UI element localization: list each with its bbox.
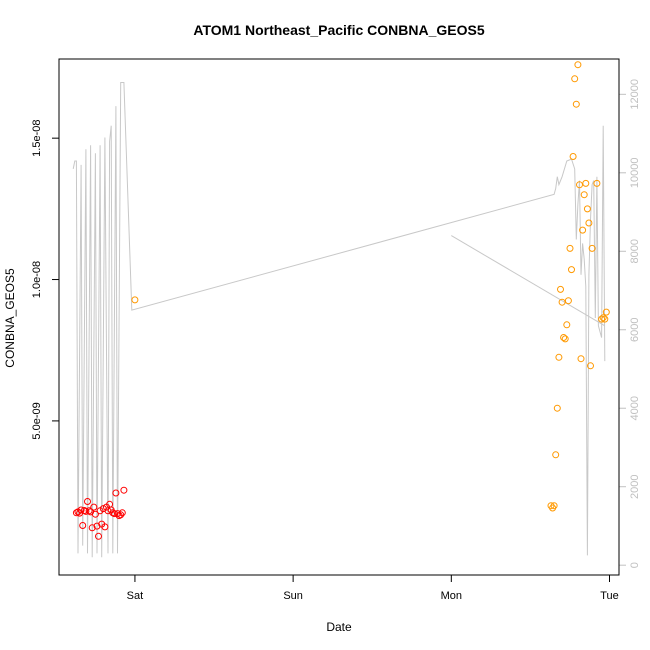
y-axis-label: CONBNA_GEOS5 [3,268,17,368]
series-1-point [599,314,607,322]
series-0-point [77,506,85,514]
series-1-point [568,266,575,274]
y-tick-label: 1.5e-08 [31,120,43,157]
y2-tick-label: 4000 [629,396,641,420]
series-1-point [574,61,582,69]
series-1-point [588,244,596,252]
series-0-point [110,510,118,518]
series-1-point [577,355,585,363]
series-1-point [585,219,593,227]
series-0-point [112,489,120,497]
x-tick-label: Tue [600,590,619,602]
series-1-point [579,226,587,234]
y2-tick-label: 0 [629,562,641,568]
plot-frame [58,58,620,576]
series-1-point [558,298,566,306]
series-1-point [601,315,609,323]
x-tick-label: Sat [127,590,144,602]
axes: Sat Sun Mon Tue 5.0e-09 1.0e-08 1.5e-08 0 2000 40… [31,79,641,602]
y2-tick-label: 6000 [629,318,641,342]
series-1-point [587,362,594,370]
series-1-point [561,335,569,343]
series-1-point [580,191,588,199]
x-axis-label: Date [326,620,352,634]
series-0-point [88,524,96,532]
series-0-point [79,522,87,529]
series-0-point [82,507,90,515]
y2-tick-label: 12000 [629,79,641,110]
series-1-point [550,502,558,510]
series-1-point [583,205,591,213]
series-1-point [572,100,580,108]
series-0-point [84,498,91,505]
x-tick-label: Mon [441,590,462,602]
series-1-point [564,297,572,305]
series-1-point [131,296,139,304]
altitude-line [72,82,606,558]
series-0-point [95,532,102,540]
chart-title: ATOM1 Northeast_Pacific CONBNA_GEOS5 [193,22,484,38]
series-0-point [120,486,128,494]
series-0-point [90,503,98,511]
y2-tick-label: 8000 [629,239,641,263]
series-0-point [101,523,109,531]
series-0-point [114,510,121,518]
altitude-line-series [72,82,606,558]
series-1-point [602,308,610,316]
altitude-line-segment [451,235,606,327]
series-1-point [569,153,577,160]
scatter-points [72,61,610,540]
series-1-point [553,404,561,412]
series-0-point [91,510,99,518]
series-1-point [582,179,590,187]
series-1-point [576,181,583,189]
series-1-point [555,353,563,361]
series-1-point [552,451,560,459]
y2-tick-label: 10000 [629,157,641,188]
y2-tick-label: 2000 [629,474,641,498]
series-1-point [563,321,571,329]
series-0-point [93,522,101,530]
series-1-point [593,179,601,187]
y-tick-label: 1.0e-08 [31,261,43,298]
series-1-point [560,334,568,341]
x-tick-label: Sun [283,590,303,602]
series-0-point [117,511,125,519]
series-0-point [118,509,126,517]
series-1-point [557,285,564,293]
series-1-point [566,244,574,252]
series-1-point [571,75,579,83]
y-tick-label: 5.0e-09 [31,402,43,439]
series-1-point [598,315,606,323]
series-0-point [85,507,93,515]
